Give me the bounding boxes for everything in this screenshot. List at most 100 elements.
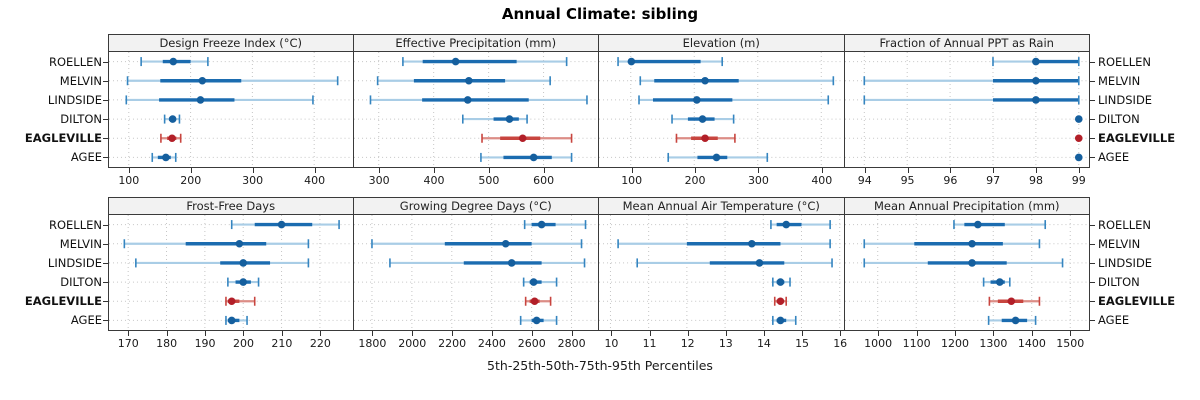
panel-plot: [353, 215, 599, 331]
panel-plot: [353, 52, 599, 168]
panel-canvas: [599, 215, 844, 330]
x-tick: [802, 331, 804, 336]
x-tick-label: 13: [718, 337, 733, 350]
y-tick: [103, 243, 108, 245]
site-label-right: LINDSIDE: [1098, 92, 1153, 107]
y-tick: [103, 157, 108, 159]
x-tick: [763, 331, 765, 336]
x-tick-label: 14: [756, 337, 771, 350]
y-tick: [103, 99, 108, 101]
y-tick: [103, 320, 108, 322]
x-tick-label: 1300: [979, 337, 1008, 350]
x-tick: [993, 331, 995, 336]
panel-canvas: [844, 215, 1089, 330]
x-tick: [878, 331, 880, 336]
median-dot: [1074, 134, 1083, 143]
median-dot: [776, 297, 785, 306]
x-tick-label: 500: [478, 174, 500, 187]
x-tick-label: 12: [680, 337, 695, 350]
x-tick-label: 100: [118, 174, 140, 187]
y-tick: [103, 80, 108, 82]
x-tick-label: 2200: [438, 337, 467, 350]
x-tick-label: 170: [117, 337, 139, 350]
x-tick-label: 300: [368, 174, 390, 187]
median-dot: [776, 278, 785, 286]
x-tick: [128, 331, 130, 336]
panel-plot: [599, 52, 845, 168]
site-label-right: DILTON: [1098, 275, 1140, 290]
x-tick: [1070, 331, 1072, 336]
median-dot: [755, 259, 764, 267]
median-dot: [239, 259, 248, 267]
y-tick: [1090, 61, 1095, 63]
median-dot: [505, 115, 513, 123]
panel-canvas: [844, 52, 1089, 167]
x-tick-label: 2400: [477, 337, 506, 350]
x-tick: [571, 331, 573, 336]
x-tick: [488, 168, 490, 173]
panel-header: Design Freeze Index (°C): [108, 34, 354, 52]
panel-canvas: [353, 52, 598, 167]
x-tick: [531, 331, 533, 336]
x-tick: [631, 168, 633, 173]
median-dot: [776, 316, 785, 325]
x-tick-label: 94: [857, 174, 872, 187]
x-tick-label: 10: [604, 337, 619, 350]
site-label-right: AGEE: [1098, 313, 1130, 328]
x-axis-caption: 5th-25th-50th-75th-95th Percentiles: [487, 358, 713, 373]
x-tick-label: 200: [684, 174, 706, 187]
x-tick-label: 400: [304, 174, 326, 187]
site-label-left: MELVIN: [59, 236, 102, 251]
site-label-left: DILTON: [60, 275, 102, 290]
x-tick-label: 16: [833, 337, 848, 350]
x-tick: [1031, 331, 1033, 336]
site-label-left: EAGLEVILLE: [24, 294, 102, 309]
site-label-left: AGEE: [70, 313, 102, 328]
median-dot: [1031, 96, 1040, 104]
median-dot: [530, 297, 538, 306]
x-tick-label: 220: [309, 337, 331, 350]
x-tick: [1078, 168, 1080, 173]
site-label-right: MELVIN: [1098, 73, 1141, 88]
panel-header: Mean Annual Air Temperature (°C): [599, 197, 845, 215]
x-tick: [281, 331, 283, 336]
x-tick: [372, 331, 374, 336]
x-tick: [950, 168, 952, 173]
panel-header: Effective Precipitation (mm): [353, 34, 599, 52]
site-label-right: LINDSIDE: [1098, 255, 1153, 270]
x-tick-label: 300: [242, 174, 264, 187]
site-label-left: ROELLEN: [49, 54, 102, 69]
x-tick-label: 98: [1028, 174, 1043, 187]
median-dot: [995, 278, 1004, 286]
panel-header: Frost-Free Days: [108, 197, 354, 215]
median-dot: [748, 239, 756, 248]
y-tick: [1090, 157, 1095, 159]
x-tick-label: 1500: [1056, 337, 1085, 350]
x-tick-label: 1100: [902, 337, 931, 350]
median-dot: [1074, 115, 1083, 123]
x-tick: [314, 168, 316, 173]
median-dot: [967, 259, 976, 267]
median-dot: [451, 57, 459, 66]
x-tick-label: 400: [423, 174, 445, 187]
median-dot: [168, 134, 176, 143]
x-tick: [695, 168, 697, 173]
median-dot: [1007, 297, 1015, 306]
x-tick: [864, 168, 866, 173]
y-tick: [1090, 119, 1095, 121]
x-tick-label: 2600: [517, 337, 546, 350]
site-label-left: EAGLEVILLE: [24, 131, 102, 146]
median-dot: [1031, 76, 1040, 85]
median-dot: [239, 278, 248, 286]
median-dot: [518, 134, 526, 143]
x-tick: [840, 331, 842, 336]
x-tick-label: 100: [621, 174, 643, 187]
x-tick-label: 190: [194, 337, 216, 350]
x-tick-label: 96: [943, 174, 958, 187]
median-dot: [277, 220, 286, 229]
site-label-left: AGEE: [70, 150, 102, 165]
panel-plot: [844, 215, 1090, 331]
site-label-left: ROELLEN: [49, 217, 102, 232]
median-dot: [782, 220, 791, 229]
site-label-left: LINDSIDE: [47, 92, 102, 107]
